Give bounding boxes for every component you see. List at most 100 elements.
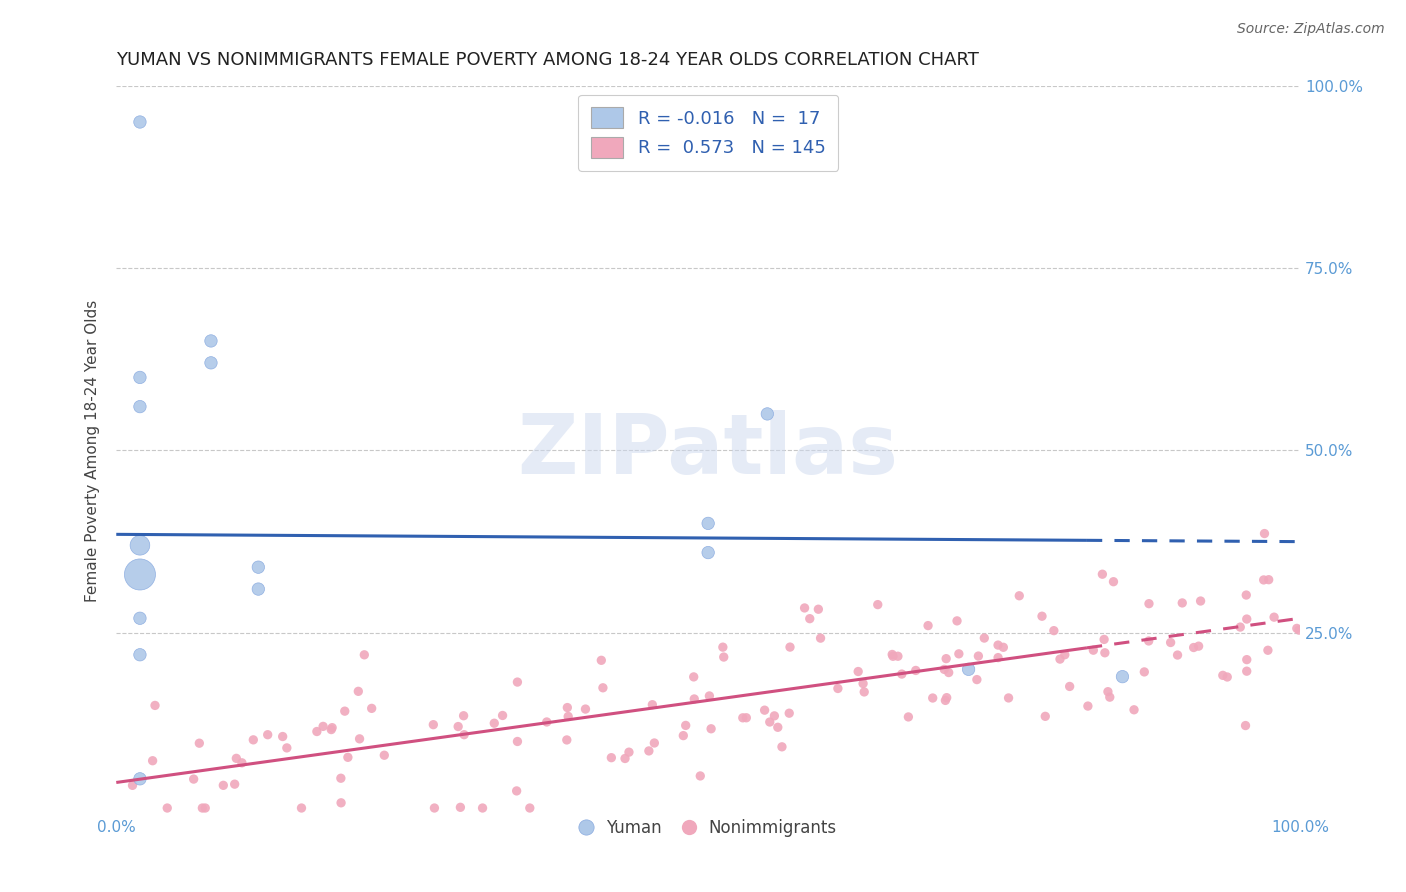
Point xyxy=(183,772,205,786)
Point xyxy=(1234,718,1257,732)
Point xyxy=(827,681,849,696)
Point xyxy=(1102,574,1125,589)
Point xyxy=(224,777,246,791)
Point xyxy=(1049,652,1071,666)
Point xyxy=(129,648,152,662)
Point xyxy=(882,648,904,662)
Point xyxy=(212,778,235,792)
Point xyxy=(987,638,1010,652)
Point xyxy=(935,651,957,665)
Point xyxy=(231,756,253,770)
Point xyxy=(697,545,720,559)
Point xyxy=(731,711,754,725)
Point xyxy=(779,640,801,654)
Point xyxy=(713,650,735,665)
Point xyxy=(997,690,1019,705)
Point xyxy=(766,720,789,734)
Point xyxy=(225,751,247,765)
Point xyxy=(1189,594,1212,608)
Point xyxy=(290,801,312,815)
Text: Source: ZipAtlas.com: Source: ZipAtlas.com xyxy=(1237,22,1385,37)
Point xyxy=(683,692,706,706)
Point xyxy=(422,717,444,731)
Point xyxy=(1137,634,1160,648)
Point xyxy=(505,784,527,798)
Point xyxy=(143,698,166,713)
Point xyxy=(1031,609,1053,624)
Point xyxy=(1098,690,1121,705)
Point xyxy=(247,582,270,596)
Point xyxy=(1212,668,1234,682)
Point xyxy=(555,733,578,747)
Point xyxy=(200,334,222,348)
Point xyxy=(129,400,152,414)
Point xyxy=(484,716,506,731)
Point xyxy=(1285,621,1308,635)
Point xyxy=(1137,597,1160,611)
Point xyxy=(689,769,711,783)
Point xyxy=(1257,573,1279,587)
Point xyxy=(330,796,353,810)
Point xyxy=(129,370,152,384)
Point xyxy=(1111,670,1133,684)
Point xyxy=(347,684,370,698)
Point xyxy=(1288,623,1310,637)
Point xyxy=(948,647,970,661)
Point xyxy=(447,720,470,734)
Point xyxy=(242,732,264,747)
Point xyxy=(1033,709,1056,723)
Point xyxy=(276,740,298,755)
Point xyxy=(1053,648,1076,662)
Point xyxy=(967,648,990,663)
Point xyxy=(373,748,395,763)
Point xyxy=(778,706,800,721)
Point xyxy=(770,739,793,754)
Point xyxy=(735,711,758,725)
Point xyxy=(129,115,152,129)
Point xyxy=(360,701,382,715)
Point xyxy=(921,691,943,706)
Point xyxy=(129,611,152,625)
Point xyxy=(574,702,596,716)
Point xyxy=(129,772,152,786)
Point xyxy=(1160,635,1182,649)
Point xyxy=(917,618,939,632)
Point xyxy=(188,736,211,750)
Point xyxy=(142,754,165,768)
Point xyxy=(353,648,375,662)
Point xyxy=(973,631,995,645)
Point xyxy=(129,538,152,552)
Point xyxy=(1059,680,1081,694)
Point xyxy=(349,731,371,746)
Point xyxy=(600,750,623,764)
Point xyxy=(1008,589,1031,603)
Point xyxy=(810,631,832,645)
Point xyxy=(423,801,446,815)
Text: ZIPatlas: ZIPatlas xyxy=(517,410,898,491)
Point xyxy=(519,801,541,815)
Point xyxy=(506,675,529,690)
Point xyxy=(1133,665,1156,679)
Point xyxy=(711,640,734,655)
Point xyxy=(333,704,356,718)
Point xyxy=(1236,653,1258,667)
Point xyxy=(1253,573,1275,587)
Point xyxy=(305,724,328,739)
Point xyxy=(887,649,910,664)
Point xyxy=(156,801,179,815)
Point xyxy=(1263,610,1285,624)
Point xyxy=(1043,624,1066,638)
Point xyxy=(121,778,143,792)
Point xyxy=(194,801,217,815)
Point xyxy=(866,598,889,612)
Point xyxy=(1187,639,1209,653)
Point xyxy=(993,640,1015,655)
Text: YUMAN VS NONIMMIGRANTS FEMALE POVERTY AMONG 18-24 YEAR OLDS CORRELATION CHART: YUMAN VS NONIMMIGRANTS FEMALE POVERTY AM… xyxy=(117,51,979,69)
Point xyxy=(200,356,222,370)
Point xyxy=(987,650,1010,665)
Point xyxy=(935,690,957,705)
Point xyxy=(1253,526,1275,541)
Point xyxy=(591,653,613,667)
Point xyxy=(557,709,579,723)
Point xyxy=(256,728,278,742)
